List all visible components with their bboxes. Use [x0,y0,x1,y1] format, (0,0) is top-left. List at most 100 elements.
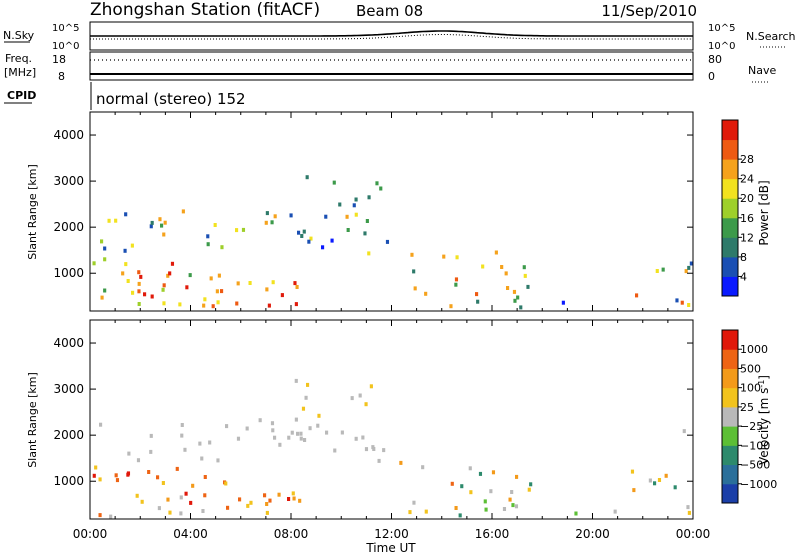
power-echo-cell [220,289,224,294]
power-echo-cell [158,217,162,222]
nsky-tick-top: 10^5 [52,23,79,34]
velocity-panel-frame [89,319,694,520]
velocity-echo-cell [268,498,272,503]
power-colorbar-swatch [722,237,738,258]
power-echo-cell [124,262,128,267]
beam-label: Beam 08 [356,2,423,20]
power-echo-cell [211,304,215,309]
velocity-echo-cell [168,510,172,515]
velocity-echo-cell [325,430,329,435]
velocity-echo-cell [270,421,275,426]
velocity-echo-cell [361,435,365,440]
power-colorbar-tick-label: 16 [740,212,754,225]
power-echo-cell [241,227,246,232]
velocity-echo-cell [514,504,519,509]
velocity-echo-cell [303,438,307,442]
velocity-colorbar-swatch [722,464,738,485]
velocity-echo-cell [358,393,362,398]
velocity-colorbar-label: Velocity [m s-1] [757,375,771,465]
power-echo-cell [675,298,679,303]
velocity-echo-cell [673,485,677,490]
power-echo-cell [271,280,275,285]
power-echo-cell [162,232,166,237]
power-echo-cell [367,251,371,256]
power-y-ticks: 1000 2000 3000 4000 [53,112,694,311]
freq-label: Freq. [5,52,32,65]
power-echo-cell [523,273,527,278]
velocity-echo-cell [265,510,269,515]
power-echo-cell [513,298,517,303]
velocity-colorbar-frame [721,329,739,504]
power-echo-cell [267,303,271,308]
velocity-colorbar-label-main: Velocity [m s [757,388,771,465]
power-echo-cell [202,303,206,308]
velocity-echo-cell [277,492,281,497]
velocity-echo-cell [140,499,144,504]
power-echo-cell [114,218,118,223]
velocity-colorbar-tick-label: 25 [740,401,754,414]
velocity-colorbar-tick-label: 100 [740,382,761,395]
power-echo-cell [185,285,189,290]
velocity-echo-cell [179,495,183,500]
power-ytick-label: 1000 [53,266,84,280]
power-echo-cell [209,276,213,281]
velocity-echo-cell [382,448,386,453]
velocity-echo-cell [294,417,298,422]
power-echo-cell [680,300,684,305]
nsky-label: N.Sky [3,29,35,42]
power-echo-cell [476,299,480,304]
power-echo-cell [100,295,104,300]
power-echo-cell [379,186,383,191]
velocity-echo-cell [98,513,102,518]
velocity-ytick-label: 4000 [53,336,84,350]
velocity-scatter-cells [92,378,691,519]
velocity-echo-cell [369,384,373,389]
power-ylabel: Slant Range [km] [26,164,39,260]
power-colorbar-swatch [722,139,738,160]
velocity-echo-cell [292,496,296,501]
power-colorbar-swatch [722,159,738,180]
power-echo-cell [516,295,520,300]
velocity-echo-cell [682,429,686,434]
velocity-echo-cell [299,431,303,436]
velocity-echo-cell [273,435,277,440]
power-echo-cell [526,284,530,289]
power-echo-cell [661,267,665,272]
velocity-echo-cell [510,490,514,494]
cpid-value: normal (stereo) 152 [96,90,246,108]
velocity-echo-cell [191,483,195,488]
velocity-echo-cell [92,473,96,478]
xtick-label: 04:00 [173,527,208,541]
power-echo-cell [338,202,342,207]
power-echo-cell [103,288,107,293]
velocity-echo-cell [630,469,635,474]
power-colorbar-label: Power [dB] [757,180,771,245]
velocity-echo-cell [287,435,291,440]
velocity-echo-cell [648,478,652,483]
velocity-echo-cell [491,470,496,475]
velocity-echo-cell [149,449,153,454]
power-echo-cell [307,239,311,244]
power-echo-cell [321,245,325,250]
velocity-colorbar-tick-label: 500 [740,362,761,375]
power-echo-cell [150,294,154,299]
velocity-echo-cell [454,506,458,510]
power-echo-cell [655,269,659,273]
velocity-ytick-label: 2000 [53,428,84,442]
velocity-colorbar-label-end: ] [757,375,771,380]
power-echo-cell [126,279,130,283]
velocity-echo-cell [245,426,249,431]
velocity-echo-cell [290,430,294,435]
power-echo-cell [280,293,284,298]
power-echo-cell [367,195,371,200]
xtick-label: 16:00 [475,527,510,541]
velocity-echo-cell [515,474,519,479]
velocity-colorbar-label-sup: -1 [757,380,766,388]
power-echo-cell [424,291,428,296]
power-echo-cell [273,214,277,219]
velocity-echo-cell [299,436,303,441]
velocity-echo-cell [632,488,636,493]
power-echo-cell [181,209,185,214]
velocity-echo-cell [180,433,184,438]
nsky-tick-bottom: 10^0 [52,41,79,52]
